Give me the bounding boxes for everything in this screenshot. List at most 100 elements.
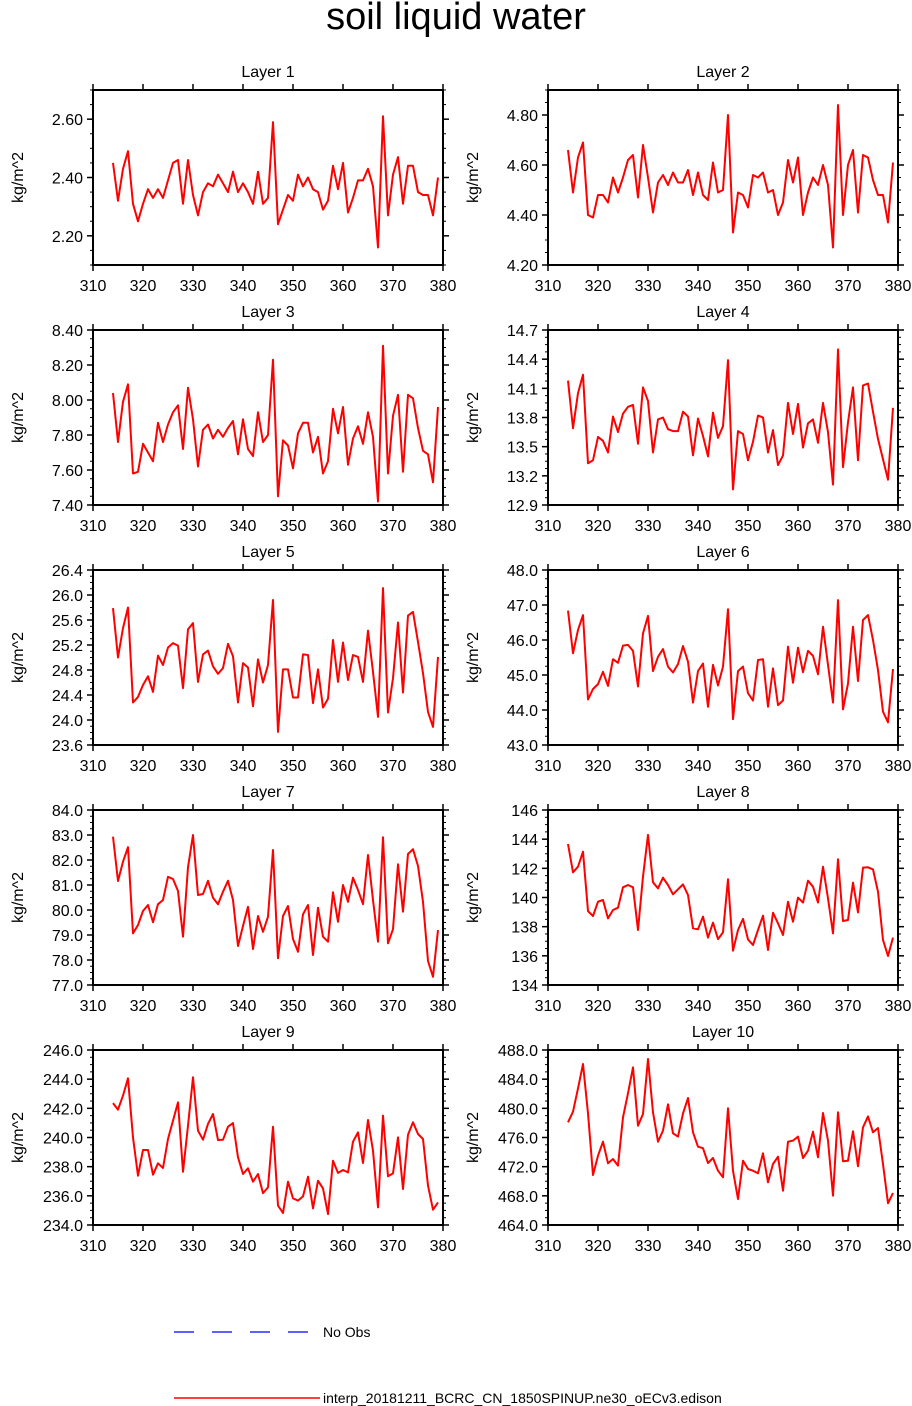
x-tick-label: 330 — [635, 1238, 662, 1255]
x-tick-label: 350 — [735, 758, 762, 775]
panel-layer-6: Layer 6 kg/m^2 310 320 330 340 350 360 370 380 43.… — [465, 544, 911, 775]
series-line-model — [112, 115, 439, 249]
y-tick-label: 246.0 — [43, 1043, 83, 1060]
y-tick-label: 242.0 — [43, 1101, 83, 1118]
y-tick-label: 12.9 — [507, 498, 538, 515]
plot-frame — [92, 1049, 444, 1226]
panel-layer-4: Layer 4 kg/m^2 310 320 330 340 350 360 370 380 12.… — [465, 304, 911, 535]
y-tick-label: 25.2 — [52, 638, 83, 655]
plot-frame — [92, 809, 444, 986]
x-tick-label: 340 — [230, 518, 257, 535]
x-tick-label: 330 — [635, 758, 662, 775]
panel-title: Layer 5 — [241, 544, 294, 561]
x-tick-label: 320 — [585, 1238, 612, 1255]
y-tick-label: 240.0 — [43, 1131, 83, 1148]
y-tick-label: 136 — [511, 949, 538, 966]
x-tick-label: 320 — [130, 278, 157, 295]
x-tick-label: 330 — [180, 278, 207, 295]
x-tick-label: 320 — [585, 278, 612, 295]
x-tick-label: 310 — [80, 998, 107, 1015]
x-tick-label: 380 — [430, 278, 457, 295]
plot-frame — [547, 329, 899, 506]
y-tick-label: 14.4 — [507, 352, 538, 369]
x-tick-label: 340 — [230, 1238, 257, 1255]
x-tick-label: 320 — [130, 518, 157, 535]
y-tick-label: 4.60 — [507, 158, 538, 175]
x-tick-label: 330 — [635, 278, 662, 295]
y-tick-label: 2.20 — [52, 229, 83, 246]
panel-title: Layer 3 — [241, 304, 294, 321]
y-tick-label: 484.0 — [498, 1072, 538, 1089]
plot-frame — [547, 89, 899, 266]
y-tick-label: 84.0 — [52, 803, 83, 820]
x-tick-label: 350 — [280, 278, 307, 295]
x-tick-label: 380 — [430, 758, 457, 775]
x-tick-label: 320 — [130, 1238, 157, 1255]
x-tick-label: 350 — [280, 1238, 307, 1255]
x-tick-label: 310 — [535, 998, 562, 1015]
y-tick-label: 4.80 — [507, 108, 538, 125]
y-tick-label: 25.6 — [52, 613, 83, 630]
x-tick-label: 380 — [885, 758, 912, 775]
y-tick-label: 83.0 — [52, 828, 83, 845]
x-tick-label: 370 — [380, 1238, 407, 1255]
x-tick-label: 310 — [80, 1238, 107, 1255]
x-tick-label: 330 — [180, 998, 207, 1015]
y-tick-label: 81.0 — [52, 878, 83, 895]
y-tick-label: 2.40 — [52, 171, 83, 188]
y-tick-label: 7.60 — [52, 463, 83, 480]
y-tick-label: 238.0 — [43, 1160, 83, 1177]
x-tick-label: 370 — [835, 1238, 862, 1255]
plot-frame — [92, 569, 444, 746]
x-tick-label: 340 — [685, 998, 712, 1015]
legend-label-no-obs: No Obs — [323, 1324, 371, 1340]
x-tick-label: 330 — [635, 518, 662, 535]
y-axis-label: kg/m^2 — [10, 632, 27, 683]
y-tick-label: 24.8 — [52, 663, 83, 680]
panel-layer-7: Layer 7 kg/m^2 310 320 330 340 350 360 370 380 77.… — [10, 784, 456, 1015]
y-tick-label: 14.1 — [507, 381, 538, 398]
x-tick-label: 310 — [80, 518, 107, 535]
x-tick-label: 320 — [130, 998, 157, 1015]
y-tick-label: 236.0 — [43, 1189, 83, 1206]
y-tick-label: 8.00 — [52, 393, 83, 410]
x-tick-label: 330 — [180, 518, 207, 535]
series-line-model — [567, 833, 894, 957]
series-line-model — [112, 1076, 439, 1216]
x-tick-label: 380 — [885, 998, 912, 1015]
panel-title: Layer 4 — [696, 304, 749, 321]
y-tick-label: 144 — [511, 832, 538, 849]
plot-frame — [547, 569, 899, 746]
y-tick-label: 48.0 — [507, 563, 538, 580]
y-tick-label: 476.0 — [498, 1131, 538, 1148]
y-tick-label: 234.0 — [43, 1218, 83, 1235]
panel-layer-10: Layer 10 kg/m^2 310 320 330 340 350 360 370 380 46… — [465, 1024, 911, 1255]
x-tick-label: 320 — [130, 758, 157, 775]
series-line-model — [567, 348, 894, 491]
x-tick-label: 360 — [330, 1238, 357, 1255]
y-tick-label: 244.0 — [43, 1072, 83, 1089]
x-tick-label: 310 — [535, 518, 562, 535]
panel-layer-9: Layer 9 kg/m^2 310 320 330 340 350 360 370 380 234… — [10, 1024, 456, 1255]
x-tick-label: 350 — [735, 998, 762, 1015]
y-tick-label: 23.6 — [52, 738, 83, 755]
y-axis-label: kg/m^2 — [465, 632, 482, 683]
y-tick-label: 7.80 — [52, 428, 83, 445]
y-tick-label: 13.2 — [507, 469, 538, 486]
x-tick-label: 360 — [330, 518, 357, 535]
y-tick-label: 468.0 — [498, 1189, 538, 1206]
y-tick-label: 13.5 — [507, 440, 538, 457]
y-tick-label: 43.0 — [507, 738, 538, 755]
y-tick-label: 44.0 — [507, 703, 538, 720]
x-tick-label: 360 — [330, 758, 357, 775]
x-tick-label: 320 — [585, 518, 612, 535]
x-tick-label: 380 — [885, 278, 912, 295]
x-tick-label: 360 — [785, 998, 812, 1015]
y-tick-label: 2.60 — [52, 112, 83, 129]
plot-frame — [92, 89, 444, 266]
y-axis-label: kg/m^2 — [465, 152, 482, 203]
panel-layer-8: Layer 8 kg/m^2 310 320 330 340 350 360 370 380 134… — [465, 784, 911, 1015]
panel-layer-1: Layer 1 kg/m^2 310 320 330 340 350 360 370 380 2.2… — [10, 64, 456, 295]
x-tick-label: 350 — [280, 758, 307, 775]
